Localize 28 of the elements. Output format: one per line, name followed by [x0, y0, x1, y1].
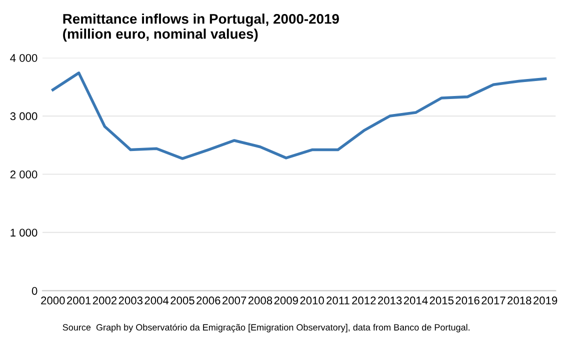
y-tick-label: 1 000 [10, 228, 38, 237]
x-tick-label: 2013 [378, 296, 402, 304]
x-tick-label: 2007 [222, 296, 246, 304]
x-tick-label: 2000 [41, 296, 65, 304]
x-tick-label: 2016 [456, 296, 480, 304]
x-tick-label: 2005 [170, 296, 194, 304]
chart-title: Remittance inflows in Portugal, 2000-2019 (million euro, nominal values) [63, 14, 339, 42]
x-tick-label: 2010 [300, 296, 324, 304]
y-tick-label: 2 000 [10, 170, 38, 178]
x-tick-label: 2002 [92, 296, 117, 304]
x-tick-label: 2015 [430, 296, 454, 304]
x-tick-label: 2011 [326, 296, 350, 304]
x-tick-label: 2019 [533, 296, 558, 304]
x-tick-label: 2001 [67, 296, 91, 304]
x-tick-label: 2006 [196, 296, 220, 304]
x-tick-label: 2018 [508, 296, 532, 304]
x-tick-label: 2014 [404, 296, 428, 304]
x-tick-label: 2017 [482, 296, 506, 304]
y-tick-label: 4 000 [10, 54, 38, 62]
y-tick-label: 3 000 [10, 112, 38, 120]
x-tick-label: 2004 [144, 296, 169, 304]
x-tick-label: 2012 [352, 296, 376, 304]
source-note: Source Graph by Observatório da Emigração [Emigration Observatory], data from Banco de Portugal. [62, 324, 470, 332]
y-tick-label: 0 [32, 286, 38, 295]
x-tick-label: 2008 [248, 296, 272, 304]
line-series [52, 72, 547, 160]
x-tick-label: 2003 [118, 296, 143, 304]
x-tick-label: 2009 [274, 296, 298, 304]
